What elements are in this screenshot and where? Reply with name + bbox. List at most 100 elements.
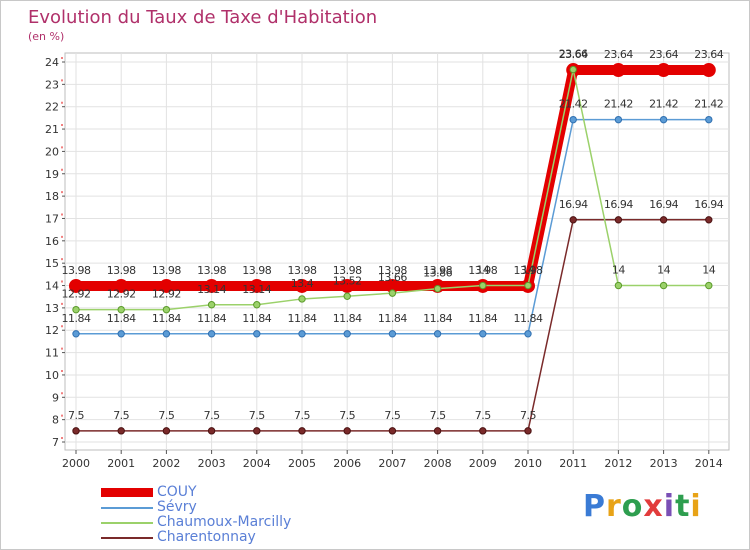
data-point [162, 330, 171, 338]
data-point [298, 295, 306, 303]
data-label: 11.84 [197, 312, 226, 325]
data-point [569, 216, 577, 224]
data-label: 7.5 [430, 409, 446, 422]
x-tick-label: 2001 [107, 457, 135, 470]
data-point [705, 281, 713, 290]
data-label: 11.84 [468, 312, 497, 325]
data-point [117, 330, 125, 338]
data-label: 13.98 [378, 264, 407, 277]
y-tick-label: 7 [52, 436, 59, 449]
data-point [72, 427, 80, 435]
logo-letter: i [690, 489, 702, 524]
y-tick-label: 19 [45, 168, 59, 181]
legend-swatch [101, 522, 153, 524]
data-point [479, 427, 487, 435]
y-tick-label: 8 [52, 414, 59, 427]
data-point [298, 330, 306, 338]
data-point [614, 115, 623, 124]
data-point [659, 115, 668, 124]
legend-item: COUY [101, 484, 361, 500]
data-label: 11.84 [288, 312, 317, 325]
data-point [343, 292, 351, 300]
data-point [388, 289, 397, 297]
data-label: 21.42 [649, 98, 678, 111]
legend-label: COUY [157, 484, 197, 500]
data-point [253, 330, 261, 338]
data-label: 13.98 [423, 264, 452, 277]
data-label: 13.52 [333, 274, 362, 287]
y-tick-label: 15 [45, 257, 59, 270]
data-point [253, 427, 261, 435]
data-point [207, 427, 216, 435]
data-label: 12.92 [152, 288, 181, 301]
data-label: 16.94 [559, 198, 588, 211]
data-point [524, 330, 532, 338]
data-label: 13.14 [242, 283, 271, 296]
data-point [69, 278, 83, 293]
data-label: 11.84 [378, 312, 407, 325]
y-tick-label: 23 [45, 78, 59, 91]
data-label: 7.5 [339, 409, 355, 422]
y-tick-label: 9 [52, 391, 59, 404]
x-tick-label: 2002 [152, 457, 180, 470]
data-label: 16.94 [649, 198, 678, 211]
logo-letter: o [621, 489, 644, 524]
x-tick-label: 2011 [559, 457, 587, 470]
x-tick-label: 2009 [469, 457, 497, 470]
data-label: 13.98 [333, 264, 362, 277]
data-label: 13.86 [423, 267, 452, 280]
y-tick-label: 18 [45, 190, 59, 203]
logo-letter: x [643, 489, 664, 524]
data-label: 11.84 [423, 312, 452, 325]
legend-label: Chaumoux-Marcilly [157, 514, 292, 530]
data-label: 23.64 [694, 48, 723, 61]
data-label: 11.84 [242, 312, 271, 325]
data-label: 23.66 [559, 48, 588, 61]
data-point [162, 305, 171, 314]
data-label: 13.98 [514, 264, 543, 277]
y-tick-label: 24 [45, 56, 59, 69]
data-label: 11.84 [152, 312, 181, 325]
logo-letter: t [675, 489, 691, 524]
data-point [114, 278, 129, 293]
x-tick-label: 2000 [62, 457, 90, 470]
data-point [204, 278, 219, 293]
y-tick-label: 21 [45, 123, 59, 136]
data-label: 7.5 [204, 409, 220, 422]
data-point [656, 63, 671, 78]
data-point [207, 330, 216, 338]
data-label: 7.5 [384, 409, 400, 422]
y-tick-label: 12 [45, 324, 59, 337]
logo-letter: i [663, 489, 676, 524]
legend-swatch [101, 507, 153, 509]
x-tick-label: 2007 [378, 457, 406, 470]
data-label: 11.84 [107, 312, 136, 325]
legend-item: Sévry [101, 499, 361, 515]
data-point [343, 427, 351, 435]
proxiti-logo: Proxiti [583, 489, 702, 524]
data-point [388, 427, 397, 435]
data-label: 13.66 [378, 271, 407, 284]
data-label: 23.64 [604, 48, 633, 61]
chart-subtitle: (en %) [28, 30, 65, 43]
data-label: 13.98 [288, 264, 317, 277]
data-point [388, 330, 397, 338]
data-label: 14 [522, 264, 535, 277]
y-tick-label: 10 [45, 369, 59, 382]
data-label: 13.98 [197, 264, 226, 277]
data-point [117, 305, 125, 314]
y-tick-label: 16 [45, 235, 59, 248]
x-tick-label: 2005 [288, 457, 316, 470]
data-label: 21.42 [604, 98, 633, 111]
legend-swatch [101, 488, 153, 497]
data-label: 14 [612, 264, 625, 277]
data-label: 7.5 [113, 409, 129, 422]
data-label: 14 [702, 264, 715, 277]
data-point [659, 216, 668, 224]
data-label: 14 [657, 264, 670, 277]
y-tick-label: 11 [45, 347, 59, 360]
y-tick-label: 14 [45, 280, 59, 293]
data-point [479, 330, 487, 338]
x-tick-label: 2003 [198, 457, 226, 470]
